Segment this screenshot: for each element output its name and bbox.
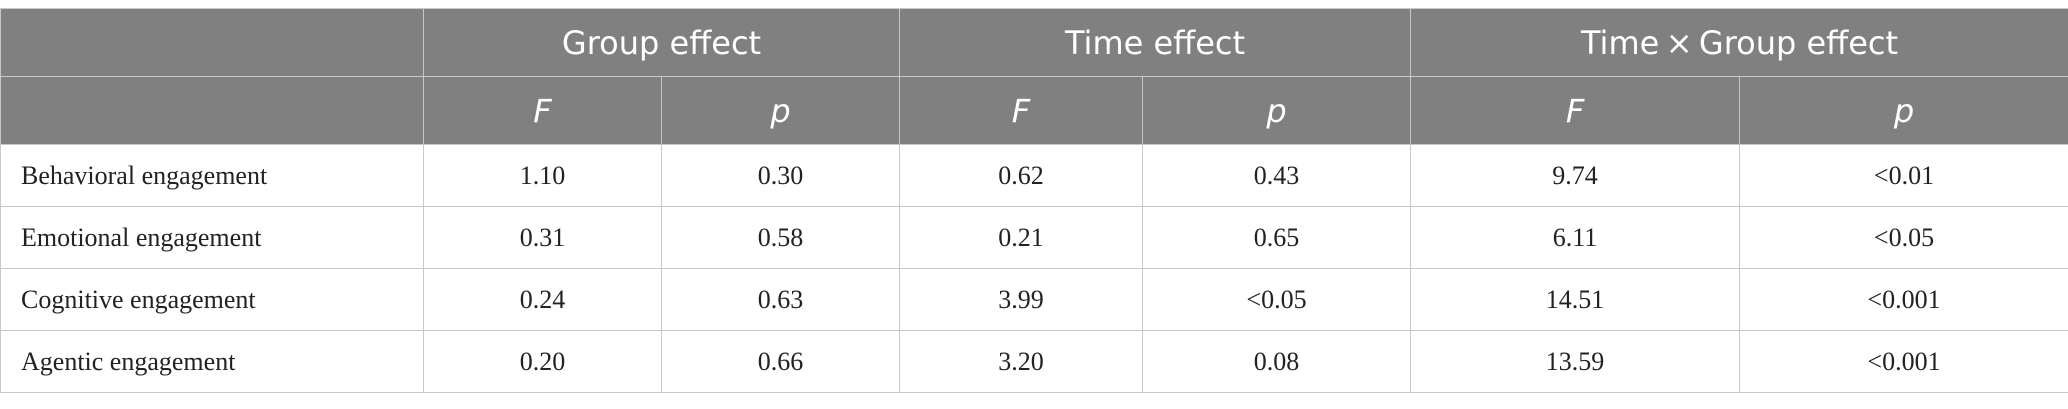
- row-label: Behavioral engagement: [0, 144, 424, 207]
- table-cell: 14.51: [1410, 268, 1741, 331]
- table-cell: <0.01: [1739, 144, 2068, 207]
- table-cell: <0.001: [1739, 268, 2068, 331]
- corner-header-cell: [0, 8, 424, 77]
- group-header-row: Group effect Time effect Time × Group ef…: [0, 8, 2068, 77]
- table-cell: 0.20: [423, 330, 662, 393]
- time-group-effect-header: Time × Group effect: [1410, 8, 2068, 77]
- table-cell: 13.59: [1410, 330, 1741, 393]
- time-effect-header: Time effect: [898, 8, 1412, 77]
- sub-header-p: p: [1739, 76, 2068, 145]
- table-row: Agentic engagement 0.20 0.66 3.20 0.08 1…: [0, 330, 2068, 393]
- row-label: Emotional engagement: [0, 206, 424, 269]
- row-label: Cognitive engagement: [0, 268, 424, 331]
- table-cell: 3.20: [899, 330, 1143, 393]
- sub-header-f: F: [899, 76, 1143, 145]
- sub-header-p: p: [661, 76, 900, 145]
- sub-header-row: F p F p F p: [0, 76, 2068, 145]
- group-effect-header: Group effect: [423, 8, 900, 77]
- table-row: Emotional engagement 0.31 0.58 0.21 0.65…: [0, 206, 2068, 269]
- results-table: Group effect Time effect Time × Group ef…: [0, 8, 2068, 393]
- table-cell: 0.31: [423, 206, 662, 269]
- table-row: Cognitive engagement 0.24 0.63 3.99 <0.0…: [0, 268, 2068, 331]
- sub-header-f: F: [423, 76, 662, 145]
- table-cell: 0.08: [1141, 330, 1412, 393]
- table-cell: <0.001: [1739, 330, 2068, 393]
- table-cell: 0.24: [423, 268, 662, 331]
- table-cell: 0.58: [661, 206, 900, 269]
- corner-subheader-cell: [0, 76, 424, 145]
- table-cell: <0.05: [1141, 268, 1412, 331]
- table-row: Behavioral engagement 1.10 0.30 0.62 0.4…: [0, 144, 2068, 207]
- table-cell: 0.66: [661, 330, 900, 393]
- table-cell: 0.30: [661, 144, 900, 207]
- table-cell: 1.10: [423, 144, 662, 207]
- sub-header-f: F: [1410, 76, 1741, 145]
- table-cell: 0.62: [899, 144, 1143, 207]
- sub-header-p: p: [1141, 76, 1412, 145]
- table-cell: 3.99: [899, 268, 1143, 331]
- table-cell: 0.43: [1141, 144, 1412, 207]
- table-cell: 6.11: [1410, 206, 1741, 269]
- row-label: Agentic engagement: [0, 330, 424, 393]
- table-cell: <0.05: [1739, 206, 2068, 269]
- table-cell: 0.21: [899, 206, 1143, 269]
- table-cell: 0.63: [661, 268, 900, 331]
- table-cell: 0.65: [1141, 206, 1412, 269]
- table-cell: 9.74: [1410, 144, 1741, 207]
